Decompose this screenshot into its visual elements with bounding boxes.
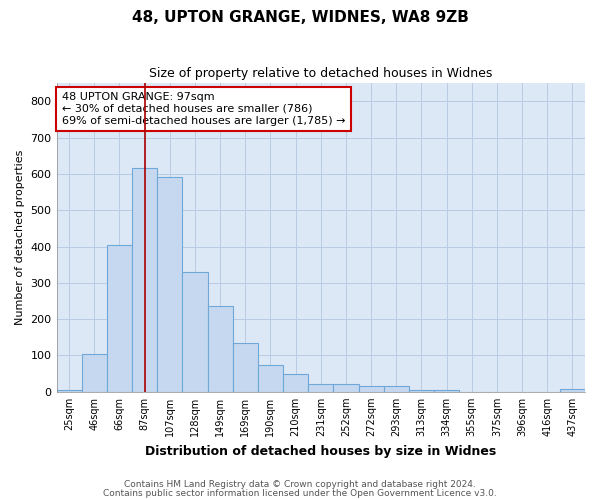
Bar [132,168,157,392]
Bar [560,390,585,392]
Bar [157,178,182,392]
Text: Contains public sector information licensed under the Open Government Licence v3: Contains public sector information licen… [103,488,497,498]
Text: Contains HM Land Registry data © Crown copyright and database right 2024.: Contains HM Land Registry data © Crown c… [124,480,476,489]
Bar [107,244,132,392]
Bar [283,374,308,392]
Bar [308,384,334,392]
Bar [383,386,409,392]
Text: 48 UPTON GRANGE: 97sqm
← 30% of detached houses are smaller (786)
69% of semi-de: 48 UPTON GRANGE: 97sqm ← 30% of detached… [62,92,346,126]
Bar [409,390,434,392]
Bar [82,354,107,392]
Text: 48, UPTON GRANGE, WIDNES, WA8 9ZB: 48, UPTON GRANGE, WIDNES, WA8 9ZB [131,10,469,25]
Title: Size of property relative to detached houses in Widnes: Size of property relative to detached ho… [149,68,493,80]
Bar [434,390,459,392]
Bar [233,343,258,392]
Bar [208,306,233,392]
Bar [334,384,359,392]
Bar [359,386,383,392]
Bar [182,272,208,392]
X-axis label: Distribution of detached houses by size in Widnes: Distribution of detached houses by size … [145,444,496,458]
Bar [258,364,283,392]
Y-axis label: Number of detached properties: Number of detached properties [15,150,25,325]
Bar [56,390,82,392]
